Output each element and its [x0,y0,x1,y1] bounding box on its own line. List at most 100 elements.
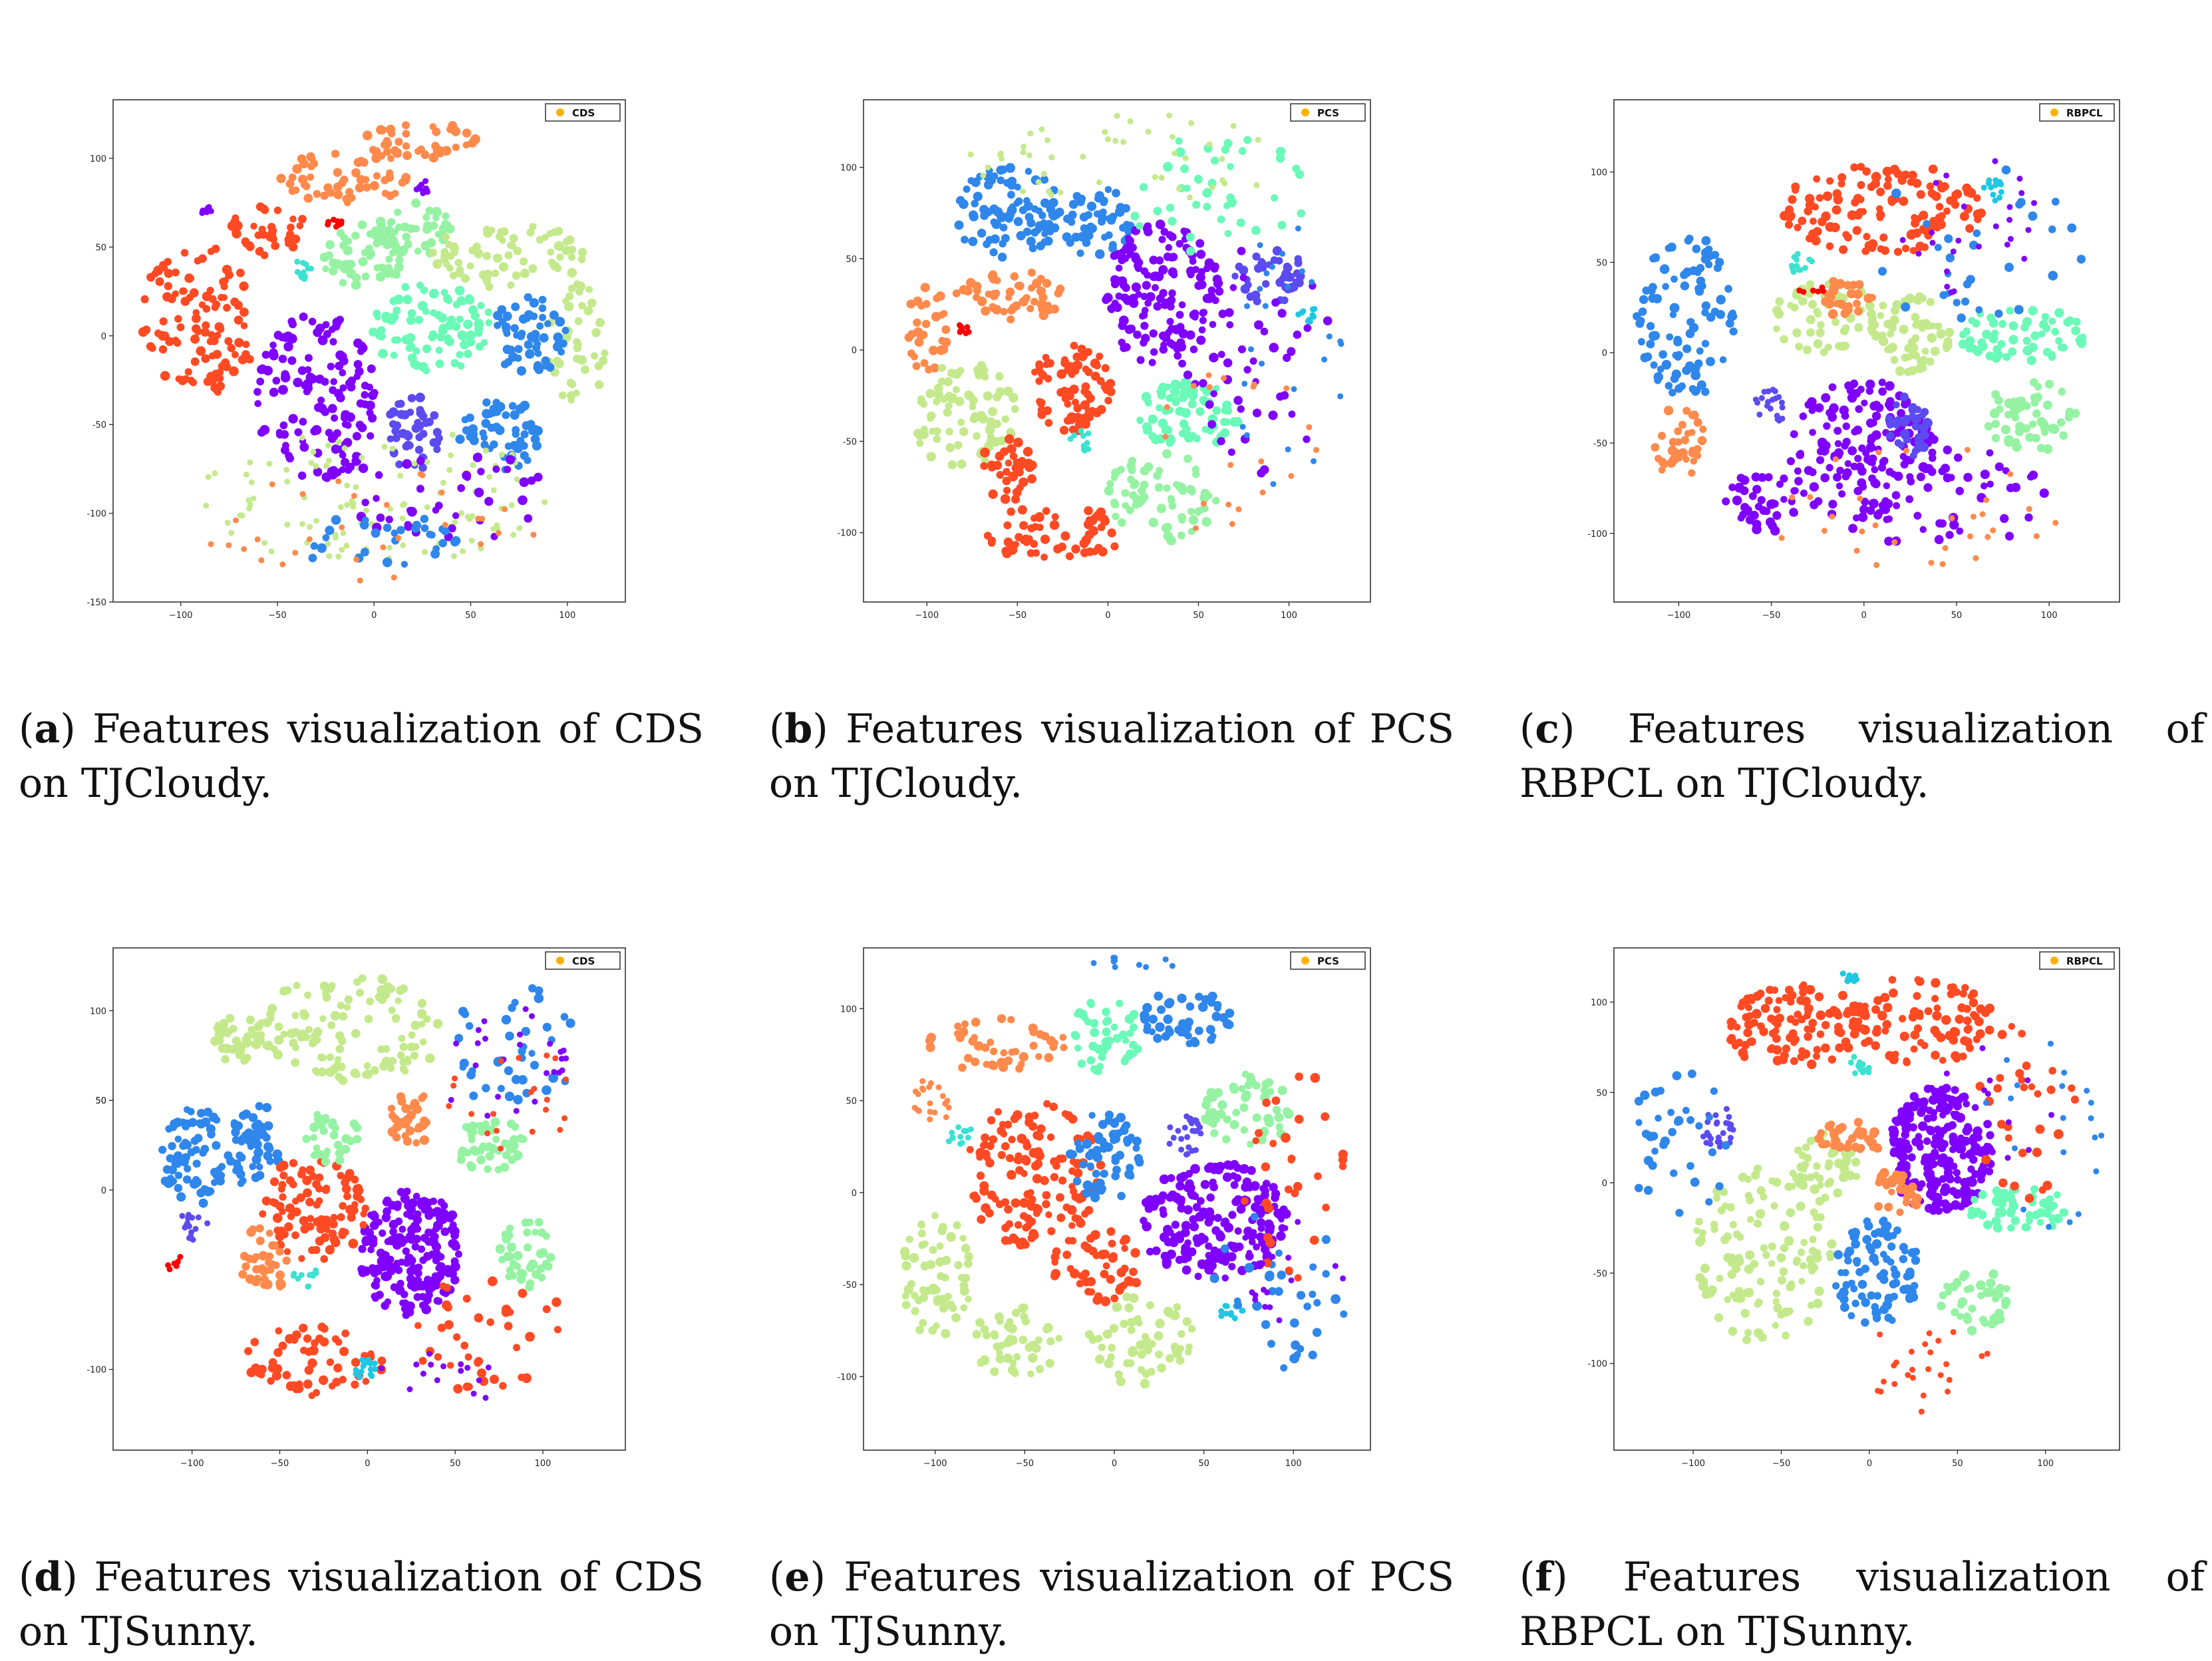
data-point [552,342,562,352]
data-point [966,1145,974,1153]
data-point [1106,387,1116,396]
data-point [457,330,467,340]
data-point [969,403,977,410]
data-point [405,344,413,353]
data-point [1109,1252,1118,1261]
data-point [224,520,231,526]
data-point [1878,378,1886,386]
data-point [402,1311,410,1319]
data-point [234,338,244,348]
data-point [275,1247,284,1256]
data-point [1857,466,1867,476]
data-point [176,1192,186,1202]
data-point [1696,276,1706,286]
data-point [1004,434,1015,444]
data-point [1241,380,1248,387]
y-tick-label: 0 [852,346,857,356]
data-point [412,1193,420,1200]
data-point [317,543,327,553]
data-point [1134,498,1144,508]
data-point [1857,496,1863,502]
y-tick-label: 50 [95,1096,106,1106]
data-point [1703,253,1712,262]
data-point [929,428,936,435]
data-point [469,1091,478,1100]
data-point [474,488,484,498]
data-point [1011,1198,1021,1208]
data-point [1648,293,1658,303]
data-point [1243,136,1252,144]
data-point [1112,1034,1122,1043]
y-tick-label: 0 [1602,349,1607,359]
caption-text: Features visualization of RBPCL on TJClo… [1519,706,2205,807]
data-point [188,1118,198,1128]
data-point [917,332,925,340]
data-point [1041,230,1048,237]
data-point [216,1176,225,1186]
data-point [197,1120,206,1129]
data-point [1197,1213,1205,1221]
cluster-blue-10 [493,293,569,376]
data-point [941,1328,951,1338]
data-point [1693,452,1702,460]
data-point [1939,561,1946,567]
cluster-violet-15 [1172,247,1333,478]
data-point [1081,382,1090,391]
data-point [1984,422,1993,431]
data-point [1889,315,1899,325]
data-point [391,529,398,537]
data-point [920,359,929,367]
x-tick-label: 0 [1861,611,1867,621]
data-point [509,1145,518,1153]
data-point [175,375,183,382]
data-point [1694,284,1703,293]
data-point [1804,466,1814,476]
data-point [1957,313,1966,323]
data-point [1227,448,1235,456]
data-point [509,1260,518,1269]
data-point [1019,1198,1029,1208]
data-point [377,326,386,335]
data-point [1884,536,1893,546]
data-point [271,241,279,250]
data-point [2044,379,2054,389]
data-point [530,531,537,538]
data-point [1232,1108,1241,1117]
data-point [933,435,941,443]
data-point [492,398,500,406]
data-point [1878,267,1887,276]
data-point [513,331,521,339]
data-point [1184,379,1191,386]
data-point [233,221,243,231]
data-point [1168,502,1177,510]
data-point [322,265,329,273]
data-point [208,541,214,547]
data-point [1813,339,1823,349]
data-point [1084,348,1092,357]
data-point [285,179,295,188]
data-point [512,430,520,438]
data-point [332,531,339,538]
data-point [1943,172,1950,179]
data-point [1716,295,1726,305]
data-point [405,1126,415,1135]
data-point [1175,137,1183,145]
data-point [1034,512,1044,522]
data-point [553,332,563,343]
data-point [1183,371,1193,380]
data-point [981,1140,989,1149]
data-point [1106,378,1116,388]
data-point [1176,239,1184,248]
data-point [1068,425,1077,434]
data-point [1110,474,1118,482]
data-point [429,222,438,230]
data-point [1701,339,1710,348]
data-point [1891,539,1898,545]
data-point [1110,500,1120,509]
data-point [1083,520,1094,529]
data-point [926,452,936,462]
data-point [1100,1269,1109,1279]
data-point [1253,1243,1260,1251]
data-point [980,447,990,458]
data-point [1239,1103,1249,1112]
